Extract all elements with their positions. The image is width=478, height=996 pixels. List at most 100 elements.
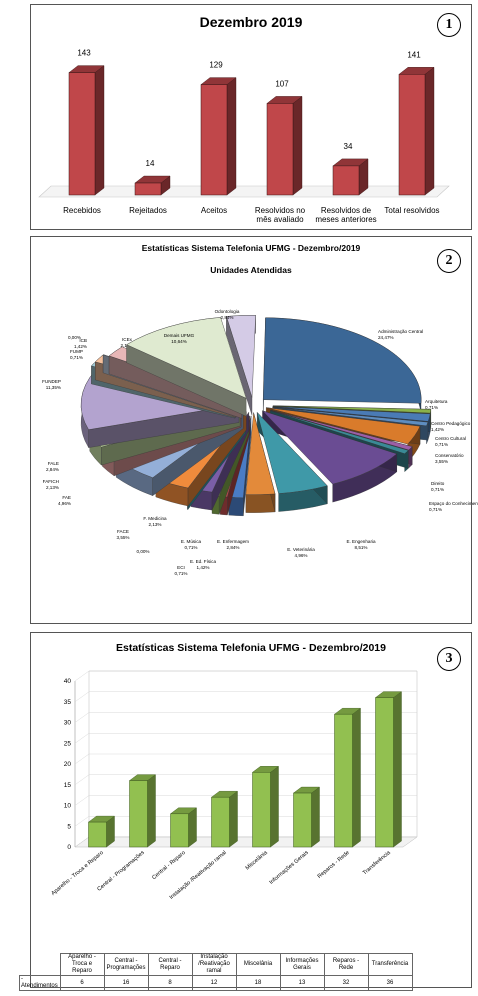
bar [293, 792, 312, 848]
x-tick-label: Transferência [362, 849, 393, 876]
slice-name-label: E. Música [181, 539, 202, 544]
table-header: Instalação /Reativação ramal [191, 953, 237, 976]
bar-side [147, 774, 156, 848]
bar [375, 697, 394, 848]
table-header: Central - Programações [103, 953, 149, 976]
pie-slice [272, 407, 429, 427]
pie-slice [266, 407, 421, 445]
x-tick-label: Reparos - Rede [317, 850, 351, 880]
table-cell: 36 [367, 975, 413, 991]
y-tick-label: 5 [67, 823, 71, 830]
chart-title: Estatísticas Sistema Telefonia UFMG - De… [141, 243, 361, 253]
slice-name-label: FUNDEP [42, 379, 61, 384]
slice-value-label: 8,51% [354, 545, 367, 550]
table-corner [20, 954, 61, 976]
panel-number-badge: 3 [437, 647, 461, 671]
slice-name-label: Centro Cultural [435, 436, 466, 441]
gridline-diag [74, 836, 90, 848]
pie-slice [245, 412, 276, 495]
category-label: Total resolvidos [384, 206, 439, 215]
slice-value-label: 0,71% [70, 355, 83, 360]
slice-value-label: 0,71% [425, 405, 438, 410]
slice-name-label: FUMP [70, 349, 83, 354]
table-cell: 13 [279, 975, 325, 991]
table-cell: 18 [235, 975, 281, 991]
slice-name-label: Centro Pedagógico [431, 421, 471, 426]
bar [68, 72, 96, 196]
pie-slice [262, 410, 398, 485]
chart-title: Dezembro 2019 [199, 14, 303, 30]
bar-side [292, 95, 303, 196]
slice-value-label: 1,42% [74, 344, 87, 349]
table-cell: 32 [323, 975, 369, 991]
pie-slice [270, 409, 413, 451]
slice-name-label: ICEx [122, 337, 133, 342]
table-row: - Atendimentos 6 16 8 12 18 13 32 36 [19, 975, 413, 991]
slice-value-label: 10,64% [171, 339, 187, 344]
slice-name-label: Espaço do Conhecimento [429, 501, 478, 506]
x-tick-label: Informações Gerais [269, 850, 310, 886]
table-header: Central - Reparo [147, 953, 193, 976]
pie-slice [226, 315, 256, 398]
pie-slice [126, 317, 247, 399]
panel-number-badge: 2 [437, 249, 461, 273]
gridline-diag [74, 795, 90, 806]
slice-value-label: 2,13% [46, 485, 59, 490]
table-header: Miscelânia [235, 953, 281, 976]
y-tick-label: 10 [64, 803, 72, 810]
slice-name-label: E. Ed. Física [190, 559, 216, 564]
category-label: Rejeitados [129, 206, 167, 215]
slice-value-label: 0,71% [429, 507, 442, 512]
gridline-diag [74, 670, 90, 682]
slice-name-label: E. Veterinária [287, 547, 315, 552]
bar-side [311, 786, 320, 848]
y-tick-label: 40 [64, 678, 72, 685]
table-row-label: - Atendimentos [19, 975, 61, 991]
pie-slice [262, 317, 422, 404]
bar-value-label: 141 [407, 50, 421, 59]
category-label: Resolvidos no mês avaliado [255, 206, 306, 224]
x-tick-label: Miscelânia [245, 849, 270, 871]
bar-value-label: 107 [275, 79, 289, 88]
slice-value-label: 0,71% [435, 442, 448, 447]
bar-value-label: 129 [209, 61, 223, 70]
table-cell: 6 [59, 975, 105, 991]
table-header-row: Aparelho - Troca e Reparo Central - Progr… [20, 953, 413, 976]
bar-value-label: 143 [77, 49, 91, 58]
table-header: Transferência [367, 953, 413, 976]
bar-chart-1: 143 Recebidos 14 Rejeitados 129 Aceitos 107 Res… [38, 49, 450, 224]
gridline-diag [74, 712, 90, 723]
pie-slice [272, 405, 432, 414]
slice-name-label: E. Engenharia [346, 539, 376, 544]
bar [200, 84, 228, 196]
slice-name-label: Arquitetura [425, 399, 448, 404]
chart-floor [74, 836, 418, 848]
bar-side [270, 765, 279, 848]
slice-value-label: 0,00% [68, 335, 81, 340]
slice-value-label: 0,71% [174, 571, 187, 576]
slice-name-label: F. Medicina [143, 516, 167, 521]
bar-side [188, 807, 197, 848]
x-tick-label: Central - Programações [96, 850, 145, 893]
bar [170, 813, 189, 848]
slice-name-label: Odontologia [215, 309, 240, 314]
slice-name-label: E. Enfermagem [217, 539, 249, 544]
gridline-diag [74, 816, 90, 827]
slice-value-label: 3,55% [435, 459, 448, 464]
y-tick-label: 20 [64, 761, 72, 768]
slice-name-label: ECI [177, 565, 185, 570]
pie-slice-side [245, 493, 276, 513]
slice-name-label: FACE [117, 529, 129, 534]
pie-slice [272, 406, 431, 422]
bar [134, 182, 162, 196]
slice-name-label: FALE [48, 461, 59, 466]
x-tick-label: Central - Reparo [151, 850, 187, 881]
y-tick-label: 30 [64, 720, 72, 727]
bar-side [424, 66, 435, 196]
bar-value-label: 34 [344, 142, 353, 151]
slice-value-label: 0,00% [136, 549, 149, 554]
bar-side [352, 707, 361, 848]
slice-value-label: 1,42% [196, 565, 209, 570]
y-tick-label: 0 [67, 844, 71, 851]
table-header: Aparelho - Troca e Reparo [59, 953, 105, 976]
